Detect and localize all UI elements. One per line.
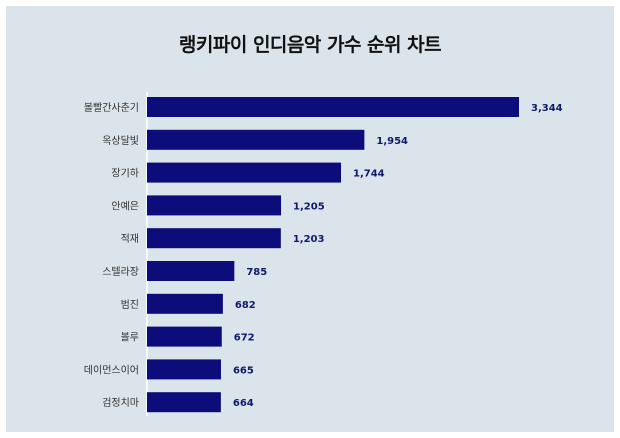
- bar: [147, 129, 365, 150]
- value-label: 3,344: [531, 103, 563, 114]
- category-label: 범진: [121, 299, 139, 311]
- bar: [147, 326, 222, 347]
- bar: [147, 359, 221, 380]
- value-label: 1,954: [376, 136, 408, 147]
- bar: [147, 261, 235, 281]
- value-label: 1,205: [293, 201, 325, 212]
- category-label: 안예은: [111, 200, 139, 212]
- category-label: 옥상달빛: [102, 135, 139, 147]
- category-label: 장기하: [111, 167, 139, 180]
- value-label: 665: [233, 365, 254, 376]
- category-label: 데이먼스이어: [84, 364, 139, 376]
- bar: [147, 162, 342, 183]
- value-label: 664: [233, 398, 254, 409]
- bar: [147, 392, 221, 413]
- category-label: 볼루: [121, 332, 139, 344]
- value-label: 672: [234, 333, 255, 344]
- value-label: 785: [246, 267, 267, 278]
- bar: [147, 293, 223, 314]
- bar: [147, 97, 519, 117]
- bar: [147, 228, 281, 249]
- category-label: 적재: [121, 233, 139, 245]
- chart-title: 랭키파이 인디음악 가수 순위 차트: [178, 34, 442, 56]
- category-label: 검정치마: [102, 397, 139, 409]
- value-label: 1,744: [353, 169, 385, 180]
- category-label: 볼빨간사춘기: [84, 102, 139, 114]
- chart-panel: [6, 6, 614, 432]
- category-label: 스텔라장: [102, 266, 139, 278]
- bar: [147, 195, 282, 216]
- value-label: 1,203: [293, 234, 325, 245]
- value-label: 682: [235, 300, 256, 311]
